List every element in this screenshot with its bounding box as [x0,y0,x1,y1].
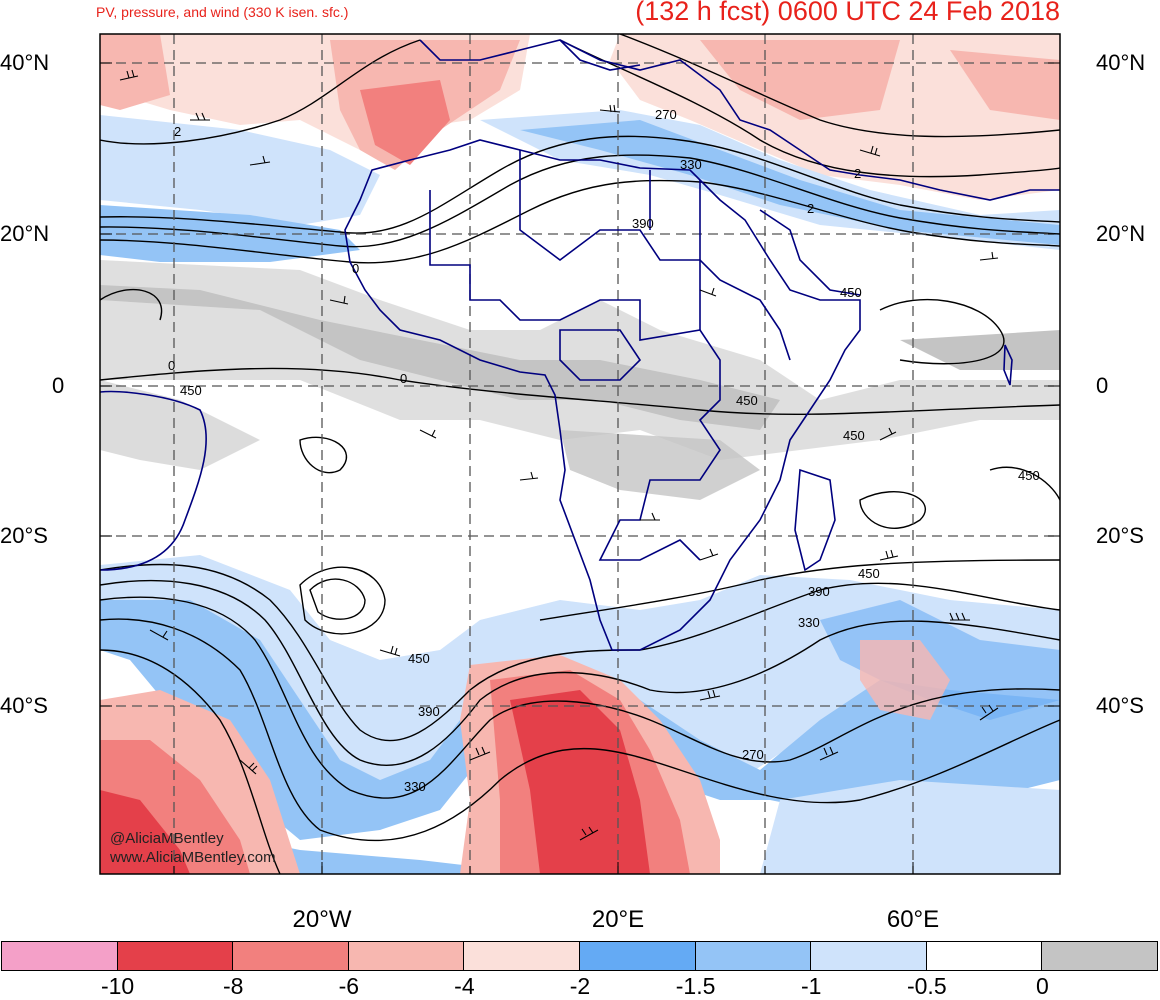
colorbar-label: 0 [1035,973,1049,999]
colorbar-label: -4 [454,973,475,999]
lat-label-right: 40°N [1096,50,1146,75]
lon-label: 60°E [886,906,940,933]
coastlines [100,39,1060,651]
axis-ticks [100,62,1060,874]
contour-label: 2 [174,124,181,139]
colorbar-label: -1 [800,973,822,999]
contour-label: 0 [352,261,359,276]
colorbar-label: -0.5 [906,973,947,999]
colorbar-swatch [463,941,580,971]
contour-label: 270 [742,747,764,762]
colorbar-label: -6 [338,973,360,999]
lat-label-right: 40°S [1096,693,1144,718]
credit-website: www.AliciaMBentley.com [110,849,276,866]
contour-label: 0 [400,371,407,386]
lat-label-left: 40°S [0,693,48,718]
lat-label-left: 40°N [0,50,50,75]
lon-label: 20°E [591,906,645,933]
contour-label: 450 [736,393,758,408]
contour-label: 270 [655,107,677,122]
colorbar-swatch [694,941,812,971]
colorbar-swatch [232,941,349,971]
lat-label-right: 0 [1096,373,1109,398]
colorbar-swatch [347,941,465,971]
contour-label: 0 [168,358,175,373]
colorbar-label: -10 [100,973,135,999]
contour-label: 330 [798,615,820,630]
wind-barbs [119,69,999,841]
contour-label: 330 [404,779,426,794]
colorbar-swatch [810,941,927,971]
colorbar-label: -1.5 [675,973,716,999]
contour-label: 450 [840,285,862,300]
colorbar-label: -2 [569,973,591,999]
colorbar-swatch [925,941,1043,971]
colorbar-swatch [116,941,234,971]
contour-label: 2 [807,201,814,216]
lat-label-left: 0 [52,373,65,398]
contour-label: 330 [680,157,702,172]
lat-label-left: 20°S [0,523,48,548]
contour-label: 450 [843,428,865,443]
contour-labels: 2 270 330 2 390 0 450 0 450 0 450 450 45… [168,107,1040,794]
lat-lon-grid [100,34,1060,874]
contour-label: 390 [808,584,830,599]
pv-colorbar [1,941,1158,971]
contour-label: 450 [180,383,202,398]
colorbar-swatch [578,941,696,971]
contour-label: 450 [408,651,430,666]
colorbar-swatch [1,941,118,971]
contour-label: 450 [1018,468,1040,483]
lat-label-left: 20°N [0,221,50,246]
map-subtitle: PV, pressure, and wind (330 K isen. sfc.… [96,4,349,20]
contour-label: 390 [632,216,654,231]
colorbar-label: -8 [222,973,244,999]
map-frame [99,33,1061,875]
lat-label-right: 20°S [1096,523,1144,548]
contour-label: 390 [418,704,440,719]
lon-label: 20°W [292,906,352,933]
contour-label: 450 [858,566,880,581]
pv-shading [100,34,1060,874]
forecast-title: (132 h fcst) 0600 UTC 24 Feb 2018 [635,0,1060,26]
pressure-contours [100,34,1060,874]
lat-label-right: 20°N [1096,221,1146,246]
contour-label: 2 [854,166,861,181]
credit-handle: @AliciaMBentley [110,830,224,847]
colorbar-swatch [1041,941,1158,971]
